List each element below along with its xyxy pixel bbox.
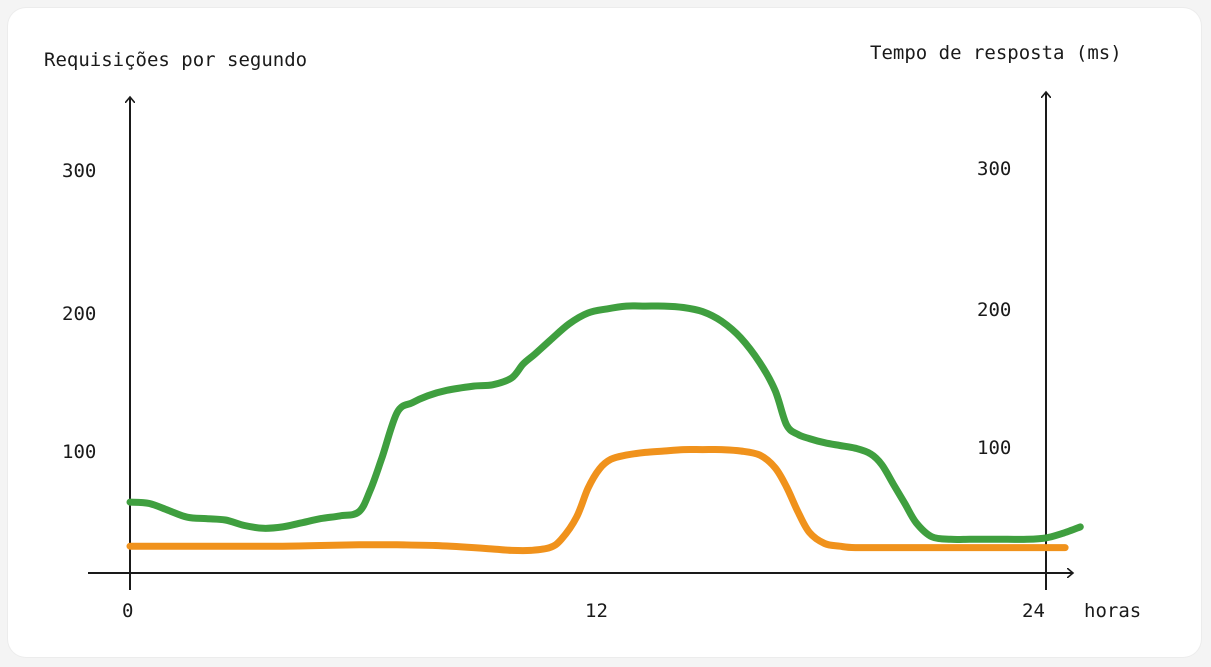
y-right-tick-label: 100 [977, 437, 1011, 459]
y-right-axis-title: Tempo de resposta (ms) [870, 42, 1122, 64]
series-layer [126, 302, 1084, 555]
y-left-tick-label: 100 [62, 441, 96, 463]
y-left-axis-title: Requisições por segundo [44, 49, 307, 71]
x-axis-title: horas [1084, 600, 1141, 622]
y-left-tick-label: 200 [62, 303, 96, 325]
x-tick-label: 0 [122, 600, 133, 622]
y-right-tick-label: 200 [977, 299, 1011, 321]
series-line-0 [126, 302, 1084, 544]
x-tick-label: 12 [585, 600, 608, 622]
series-line-1 [126, 446, 1069, 555]
y-left-tick-label: 300 [62, 160, 96, 182]
x-tick-label: 24 [1022, 600, 1045, 622]
y-right-tick-label: 300 [977, 158, 1011, 180]
